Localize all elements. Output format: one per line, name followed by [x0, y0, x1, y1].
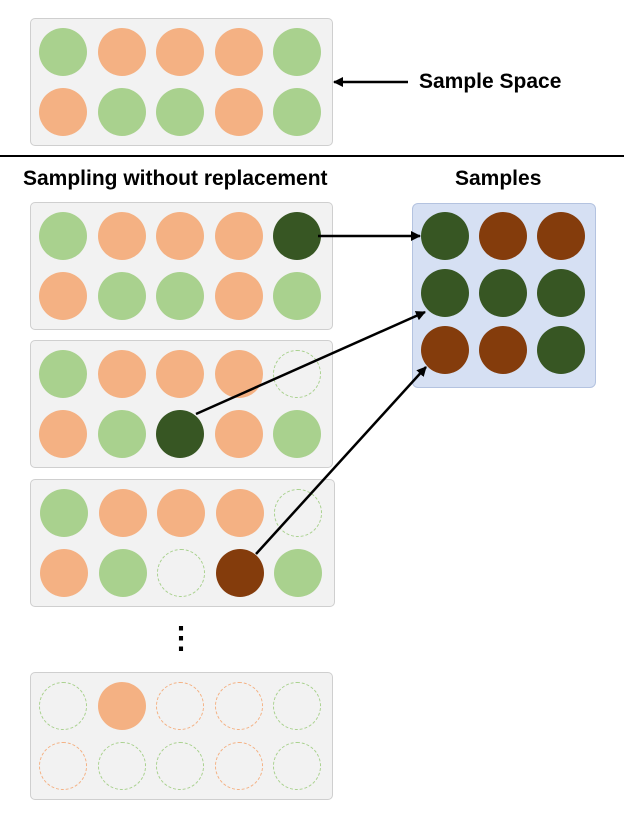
step-2-ball-green: [39, 350, 87, 398]
samples-ball-dark-green: [537, 326, 585, 374]
step-3-ball-orange: [98, 489, 147, 537]
sampling-title: Sampling without replacement: [23, 167, 328, 190]
sample-space-ball-green: [39, 28, 87, 76]
sample-space-label: Sample Space: [419, 70, 562, 93]
step-4-ball-empty-green: [39, 682, 87, 730]
sample-space-ball-orange: [156, 28, 204, 76]
step-3-ball-dark-brown: [215, 549, 264, 597]
step-1-ball-green: [39, 212, 87, 260]
step-4-ball-empty-green: [97, 742, 146, 790]
sample-space-ball-green: [273, 88, 321, 136]
step-3-ball-empty-green: [157, 549, 205, 597]
samples-ball-dark-brown: [421, 326, 469, 374]
step-4-ball-empty-orange: [39, 742, 87, 790]
samples-ball-dark-green: [421, 212, 469, 260]
step-4-ball-empty-orange: [214, 682, 263, 730]
step-1-ball-orange: [97, 212, 146, 260]
sample-space-ball-orange: [214, 28, 263, 76]
step-4-ball-orange: [97, 682, 146, 730]
step-2-ball-empty-green: [273, 350, 321, 398]
sample-space-ball-green: [156, 88, 204, 136]
samples-ball-dark-brown: [479, 326, 527, 374]
step-2-ball-green: [273, 410, 321, 458]
samples-ball-dark-green: [421, 269, 469, 317]
samples-ball-dark-brown: [479, 212, 527, 260]
samples-ball-dark-green: [479, 269, 527, 317]
step-2-ball-orange: [39, 410, 87, 458]
step-4-ball-empty-orange: [214, 742, 263, 790]
step-3-ball-green: [98, 549, 147, 597]
sample-space-ball-orange: [97, 28, 146, 76]
step-1-ball-orange: [214, 212, 263, 260]
step-2-ball-orange: [156, 350, 204, 398]
samples-ball-dark-green: [537, 269, 585, 317]
step-3-ball-orange: [215, 489, 264, 537]
step-3-ball-empty-green: [274, 489, 322, 537]
step-1-ball-green: [273, 272, 321, 320]
step-1-ball-green: [156, 272, 204, 320]
sample-space-ball-orange: [39, 88, 87, 136]
step-4-ball-empty-green: [156, 742, 204, 790]
ellipsis: ⋮: [166, 622, 196, 655]
step-4-ball-empty-orange: [156, 682, 204, 730]
step-4-ball-empty-green: [273, 682, 321, 730]
samples-title: Samples: [455, 167, 542, 190]
step-2-ball-orange: [97, 350, 146, 398]
sample-space-ball-green: [97, 88, 146, 136]
step-1-ball-green: [97, 272, 146, 320]
sample-space-ball-green: [273, 28, 321, 76]
step-1-ball-orange: [156, 212, 204, 260]
step-1-ball-dark-green: [273, 212, 321, 260]
step-3-ball-green: [274, 549, 322, 597]
step-3-ball-orange: [157, 489, 205, 537]
step-1-ball-orange: [214, 272, 263, 320]
step-3-ball-orange: [40, 549, 88, 597]
sample-space-ball-orange: [214, 88, 263, 136]
step-3-ball-green: [40, 489, 88, 537]
step-2-ball-orange: [214, 350, 263, 398]
divider: [0, 155, 624, 157]
step-2-ball-green: [97, 410, 146, 458]
step-2-ball-dark-green: [156, 410, 204, 458]
samples-ball-dark-brown: [537, 212, 585, 260]
step-1-ball-orange: [39, 272, 87, 320]
step-2-ball-orange: [214, 410, 263, 458]
step-4-ball-empty-green: [273, 742, 321, 790]
